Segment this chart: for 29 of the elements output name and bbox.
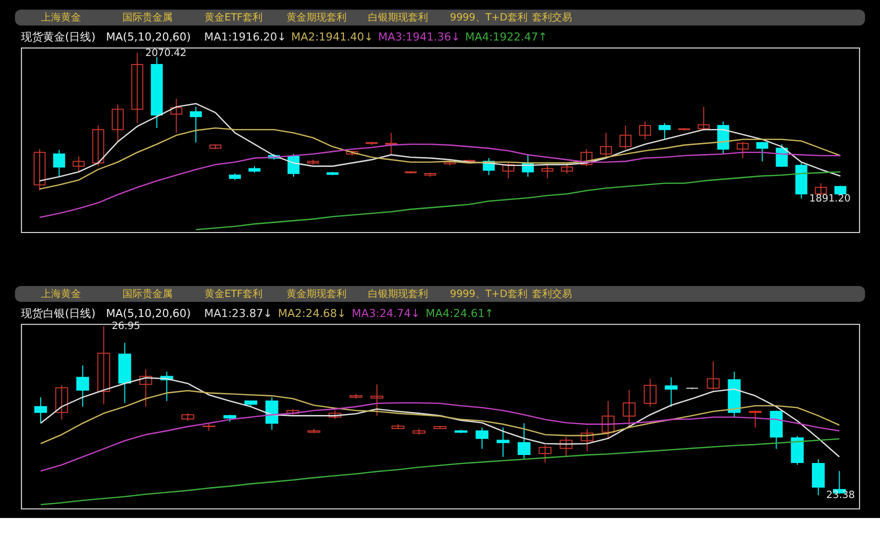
text: 9999、T+D套利 <box>450 288 528 300</box>
text: MA3:1941.36↓ <box>378 30 460 44</box>
text: 白银期现套利 <box>368 288 428 300</box>
text: 黄金ETF套利 <box>204 12 263 24</box>
text: MA2:24.68↓ <box>278 306 346 320</box>
chart-title: 现货黄金(日线) <box>20 30 96 44</box>
annotation: 23.38 <box>826 490 855 502</box>
text: 套利交易 <box>532 12 572 24</box>
text: 上海黄金 <box>40 288 81 300</box>
text: 国际贵金属 <box>122 12 173 24</box>
text: MA3:24.74↓ <box>352 306 420 320</box>
text: 9999、T+D套利 <box>450 12 528 24</box>
chart-title: 现货白银(日线) <box>20 306 96 320</box>
text: 黄金期现套利 <box>286 12 346 24</box>
annotation: 2070.42 <box>145 48 186 59</box>
annotation: 1891.20 <box>809 194 851 205</box>
text: MA2:1941.40↓ <box>291 30 374 44</box>
text: 白银期现套利 <box>368 12 428 24</box>
text: MA4:24.61↑ <box>426 306 494 320</box>
chart-subtitle: MA(5,10,20,60) <box>106 306 191 320</box>
text: 黄金ETF套利 <box>204 288 263 300</box>
text: 黄金期现套利 <box>286 288 346 300</box>
text: 套利交易 <box>532 288 572 300</box>
text: 国际贵金属 <box>122 288 173 300</box>
chart-subtitle: MA(5,10,20,60) <box>106 30 191 44</box>
text: MA4:1922.47↑ <box>465 30 548 44</box>
text: MA1:1916.20↓ <box>204 30 286 44</box>
text: MA1:23.87↓ <box>204 306 272 320</box>
text: 上海黄金 <box>40 12 81 24</box>
